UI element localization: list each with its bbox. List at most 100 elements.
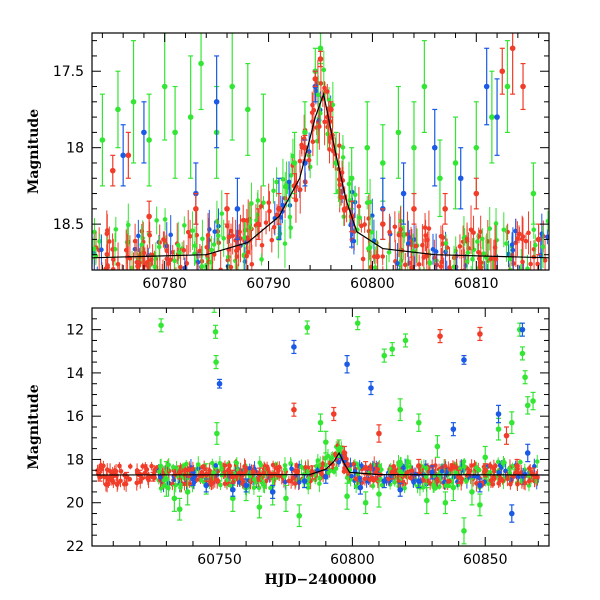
data-point-green xyxy=(489,114,495,120)
data-point-green xyxy=(146,137,152,143)
baseline-points xyxy=(92,50,549,287)
data-point-red xyxy=(195,271,200,276)
x-tick-label: 60850 xyxy=(463,552,508,568)
data-point-red xyxy=(218,267,223,270)
data-point-red xyxy=(291,406,297,413)
data-point-red xyxy=(121,481,127,487)
data-point-blue xyxy=(401,465,406,470)
data-point-red xyxy=(134,281,139,286)
data-point-green xyxy=(283,495,289,502)
data-point-blue xyxy=(370,213,375,218)
data-point-green xyxy=(443,483,449,489)
data-point-green xyxy=(211,242,217,247)
data-point-red xyxy=(536,282,541,287)
data-point-green xyxy=(367,245,373,251)
data-point-red xyxy=(464,236,470,242)
data-point-green xyxy=(396,462,401,468)
data-point-red xyxy=(226,234,232,240)
data-point-red xyxy=(476,249,481,255)
data-point-green xyxy=(219,211,225,216)
data-point-red xyxy=(106,481,111,487)
data-point-blue xyxy=(450,426,457,432)
data-point-green xyxy=(288,225,294,231)
data-point-red xyxy=(244,218,250,223)
data-point-red xyxy=(428,278,433,283)
data-point-green xyxy=(158,486,164,491)
data-point-red xyxy=(109,167,116,174)
data-point-green xyxy=(154,218,159,223)
data-point-green xyxy=(198,477,204,483)
data-point-red xyxy=(237,470,242,476)
data-point-red xyxy=(327,147,332,152)
data-point-red xyxy=(161,237,166,242)
data-point-blue xyxy=(216,380,223,387)
data-point-green xyxy=(344,493,350,500)
data-point-green xyxy=(453,470,459,475)
data-point-red xyxy=(92,276,97,281)
data-point-red xyxy=(362,465,369,471)
data-point-green xyxy=(199,264,205,269)
data-point-red xyxy=(266,200,271,205)
data-point-blue xyxy=(190,476,196,482)
data-point-red xyxy=(318,81,324,86)
data-point-green xyxy=(170,464,176,470)
data-point-green xyxy=(330,102,336,108)
data-point-red xyxy=(316,124,322,129)
data-point-red xyxy=(375,254,380,260)
data-point-green xyxy=(376,491,382,497)
data-point-green xyxy=(249,201,254,206)
data-point-red xyxy=(519,470,524,475)
data-point-blue xyxy=(247,466,252,471)
data-point-blue xyxy=(296,479,302,485)
data-point-blue xyxy=(234,206,241,212)
data-point-green xyxy=(192,243,198,249)
data-point-green xyxy=(291,160,298,166)
data-point-red xyxy=(205,232,211,238)
data-point-green xyxy=(156,244,162,250)
data-point-red xyxy=(306,157,312,163)
data-point-green xyxy=(315,458,321,463)
data-point-green xyxy=(190,228,195,233)
data-point-red xyxy=(437,333,443,339)
data-point-green xyxy=(256,485,262,491)
data-point-green xyxy=(420,485,426,490)
series-blue xyxy=(120,47,500,248)
data-point-green xyxy=(495,426,502,432)
model-curve xyxy=(92,91,549,259)
data-point-red xyxy=(441,277,446,282)
data-point-blue xyxy=(483,83,490,90)
data-point-red xyxy=(478,260,484,266)
data-point-green xyxy=(261,200,266,206)
data-point-red xyxy=(114,482,120,488)
data-point-green xyxy=(218,482,223,488)
data-point-red xyxy=(515,236,520,242)
data-point-blue xyxy=(349,473,354,479)
data-point-red xyxy=(263,220,269,225)
data-point-green xyxy=(212,329,219,335)
data-point-red xyxy=(152,467,157,473)
data-point-red xyxy=(312,76,319,82)
baseline-points xyxy=(95,440,540,497)
data-point-green xyxy=(477,502,483,508)
data-point-green xyxy=(500,460,506,466)
data-point-red xyxy=(137,479,143,485)
y-tick-label: 16 xyxy=(66,409,84,425)
data-point-green xyxy=(225,254,231,260)
top-panel-zoomed-light-curve: 60780 60790 60800 60810 17.5 18 18.5 Magnitude xyxy=(26,32,550,292)
data-point-green xyxy=(525,266,530,270)
data-point-blue xyxy=(203,482,210,489)
data-point-green xyxy=(405,460,411,465)
data-point-red xyxy=(396,479,401,484)
data-point-green xyxy=(437,175,443,182)
data-point-blue xyxy=(213,99,220,105)
data-point-red xyxy=(423,233,428,238)
y-tick-label: 20 xyxy=(66,496,84,512)
data-point-red xyxy=(193,206,199,212)
data-point-blue xyxy=(141,129,147,136)
data-point-green xyxy=(180,463,186,469)
data-point-green xyxy=(252,477,257,482)
data-point-red xyxy=(496,481,501,486)
data-point-red xyxy=(123,247,129,253)
data-point-green xyxy=(176,506,183,513)
data-point-blue xyxy=(545,234,549,240)
